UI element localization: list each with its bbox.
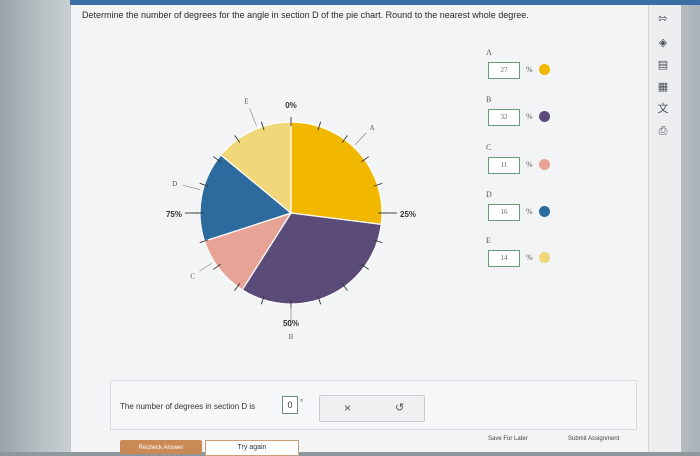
legend-pct-b: % <box>526 112 533 121</box>
degree-symbol: ° <box>300 398 304 407</box>
legend-value-e: 14 <box>488 250 520 267</box>
legend-swatch-b <box>539 111 550 122</box>
pie-tick <box>213 156 221 163</box>
pie-slice-d <box>199 154 293 242</box>
try-again-button[interactable]: Try again <box>205 440 299 456</box>
answer-tools <box>319 395 425 422</box>
question-text: Determine the number of degrees for the … <box>82 10 529 20</box>
legend-value-d: 16 <box>488 204 520 221</box>
slice-label-e: E <box>244 97 248 105</box>
pie-tick <box>199 182 209 187</box>
pie-tick <box>234 283 241 291</box>
legend-value-b: 32 <box>488 109 520 126</box>
translate-icon[interactable]: 文 <box>657 102 669 115</box>
legend-pct-c: % <box>526 160 533 169</box>
pie-tick <box>199 239 209 244</box>
clear-button[interactable]: × <box>344 401 352 415</box>
check-circle-icon[interactable]: ◈ <box>658 36 668 49</box>
slice-leader-c <box>199 262 213 272</box>
undo-button[interactable]: ↺ <box>395 402 405 414</box>
slice-leader-d <box>182 184 201 191</box>
legend-label-d: D <box>486 190 492 199</box>
pie-slice-e <box>220 121 292 215</box>
legend-value-a: 27 <box>488 62 520 79</box>
submit-assignment-button[interactable]: Submit Assignment <box>568 436 620 442</box>
degrees-input[interactable]: 0 <box>282 396 298 414</box>
pie-tick <box>341 135 348 143</box>
scale-label-0pct: 0% <box>285 101 297 110</box>
slice-label-d: D <box>172 180 177 188</box>
pie-tick <box>361 156 369 163</box>
legend-swatch-a <box>539 64 550 75</box>
legend-pct-e: % <box>526 253 533 262</box>
calculator-icon[interactable]: ▦ <box>657 80 669 93</box>
tool-rail <box>648 5 681 452</box>
pie-tick <box>317 121 322 131</box>
scale-label-75pct: 75% <box>166 210 182 219</box>
pie-tick <box>361 263 369 270</box>
scale-label-50pct: 50% <box>283 319 299 328</box>
legend-pct-a: % <box>526 65 533 74</box>
pie-tick <box>373 182 383 187</box>
scale-label-25pct: 25% <box>400 210 416 219</box>
legend-label-e: E <box>486 236 491 245</box>
recheck-answer-button[interactable]: Recheck Answer <box>120 440 202 454</box>
top-bar <box>70 0 700 5</box>
pie-chart: A B C D E 0% 25% 50% 75% <box>166 97 416 341</box>
pie-tick <box>317 295 322 305</box>
legend-swatch-c <box>539 159 550 170</box>
legend-value-c: 11 <box>488 157 520 174</box>
ebook-icon[interactable]: ▤ <box>657 58 669 71</box>
pie-slice-a <box>290 121 383 226</box>
slice-label-a: A <box>369 124 374 132</box>
pie-tick <box>234 135 241 143</box>
save-for-later-button[interactable]: Save For Later <box>488 436 528 442</box>
legend-label-c: C <box>486 143 492 152</box>
slice-leader-e <box>249 108 257 126</box>
expand-icon[interactable]: ⇰ <box>658 12 668 25</box>
pie-tick <box>213 263 221 270</box>
legend-swatch-e <box>539 252 550 263</box>
slice-label-c: C <box>190 272 195 280</box>
legend-swatch-d <box>539 206 550 217</box>
legend-pct-d: % <box>526 207 533 216</box>
pie-tick <box>260 121 265 131</box>
pie-tick <box>373 239 383 244</box>
legend-label-a: A <box>486 48 492 57</box>
answer-prompt: The number of degrees in section D is <box>120 402 256 411</box>
slice-leader-a <box>354 132 367 145</box>
pie-tick <box>341 283 348 291</box>
slice-label-b: B <box>289 333 294 341</box>
print-icon[interactable]: ⎙ <box>658 124 668 137</box>
pie-tick <box>260 295 265 305</box>
legend-label-b: B <box>486 95 492 104</box>
